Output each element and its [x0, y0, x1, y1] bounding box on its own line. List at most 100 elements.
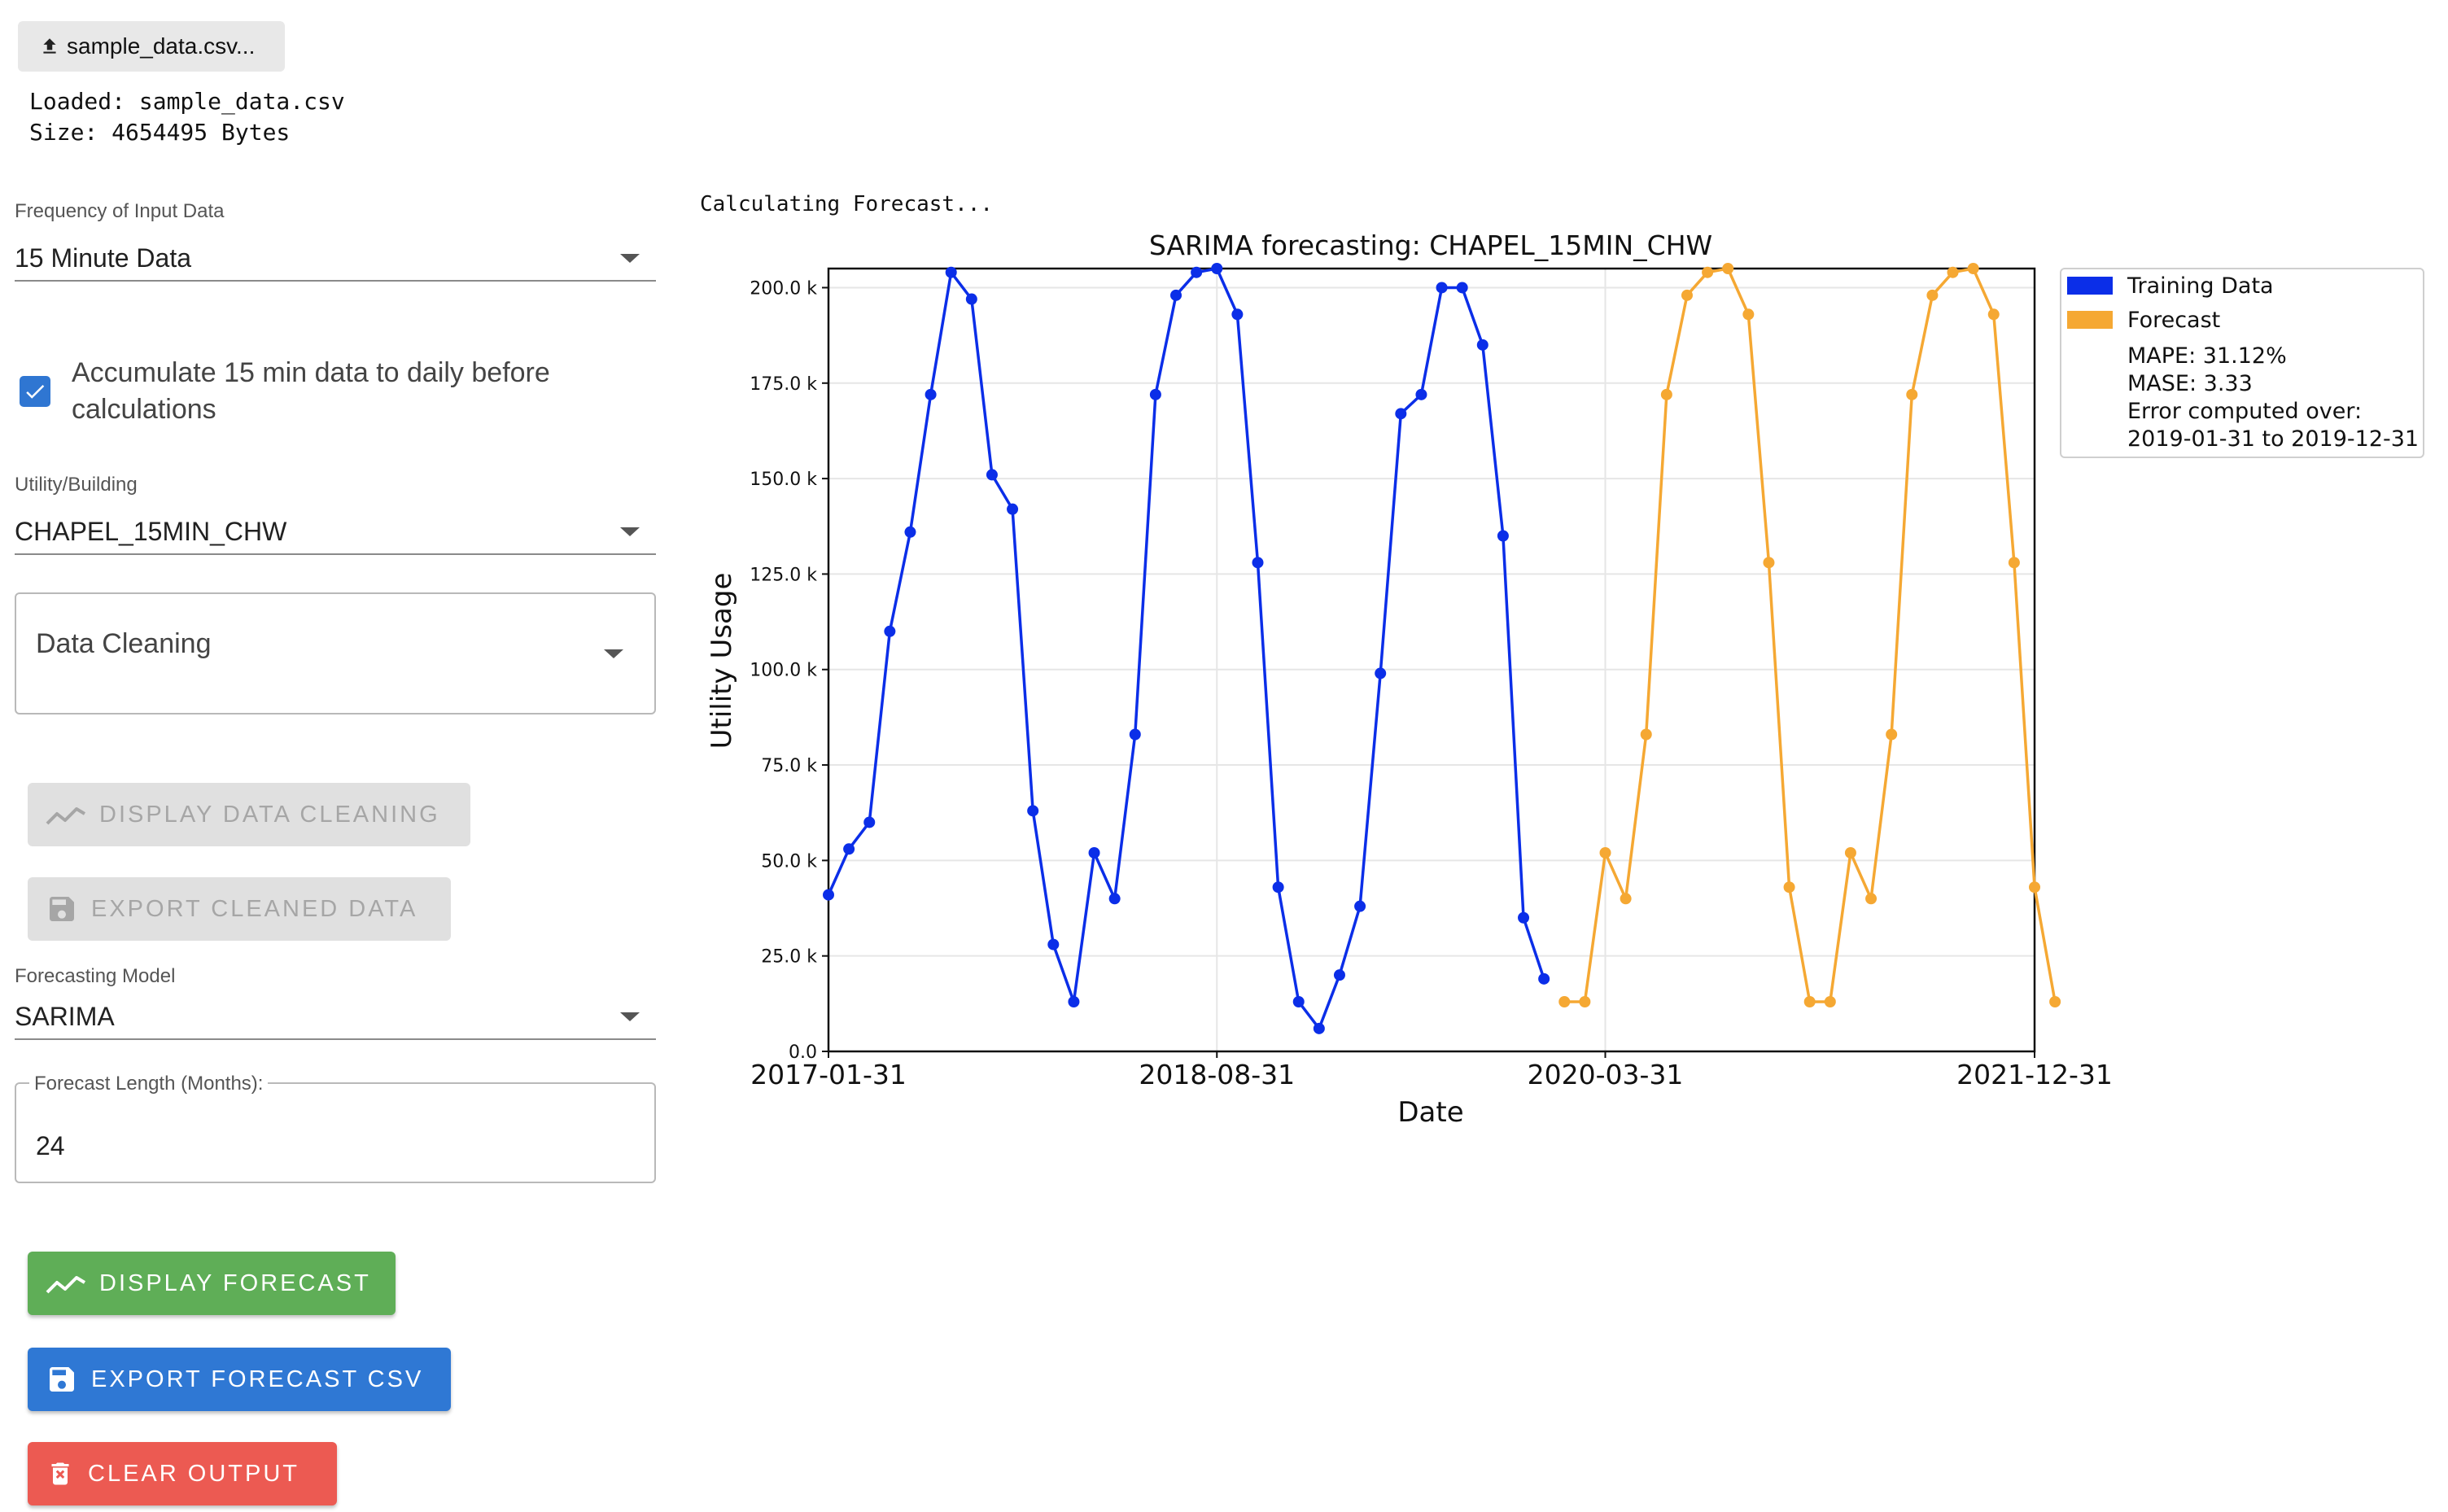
display-data-cleaning-button[interactable]: DISPLAY DATA CLEANING [28, 783, 470, 846]
checkmark-icon [26, 385, 45, 399]
data-point [1987, 308, 2000, 321]
data-point [1272, 881, 1284, 894]
frequency-value: 15 Minute Data [15, 243, 192, 273]
x-tick-label: 2021-12-31 [1956, 1059, 2113, 1090]
plot-area-frame [827, 267, 2036, 1053]
series-line [1564, 267, 2057, 1003]
data-point [925, 388, 937, 400]
upload-file-button[interactable]: sample_data.csv... [18, 21, 285, 72]
utility-select[interactable]: CHAPEL_15MIN_CHW [15, 509, 656, 555]
series-line [827, 267, 1545, 1030]
y-tick-label: 75.0 k [761, 756, 817, 776]
data-point [1579, 995, 1591, 1007]
chevron-down-icon [620, 254, 640, 263]
utility-value: CHAPEL_15MIN_CHW [15, 516, 287, 546]
data-point [1681, 289, 1693, 301]
data-point [1844, 846, 1856, 859]
display-data-cleaning-label: DISPLAY DATA CLEANING [99, 801, 440, 828]
data-point [1824, 995, 1836, 1007]
trend-line-icon [46, 1276, 86, 1294]
export-cleaned-data-label: EXPORT CLEANED DATA [91, 895, 418, 922]
data-point [1333, 969, 1345, 981]
forecast-length-input[interactable]: 24 [15, 1082, 656, 1183]
save-icon [50, 897, 74, 921]
data-point [843, 843, 855, 855]
accumulate-checkbox[interactable] [20, 376, 50, 407]
y-tick-label: 25.0 k [761, 947, 817, 968]
file-loaded-text: Loaded: sample_data.csv [29, 88, 345, 115]
file-size-text: Size: 4654495 Bytes [29, 119, 291, 146]
data-point [1047, 938, 1060, 950]
model-value: SARIMA [15, 1001, 115, 1031]
data-point [1108, 893, 1121, 905]
save-icon [50, 1367, 74, 1392]
forecast-length-value: 24 [36, 1131, 65, 1160]
y-tick-label: 175.0 k [750, 374, 817, 395]
status-text: Calculating Forecast... [700, 192, 994, 216]
legend-note: Error computed over: [2127, 399, 2362, 424]
x-tick-label: 2018-08-31 [1139, 1059, 1295, 1090]
data-point [884, 625, 896, 637]
data-point [1538, 972, 1550, 985]
data-point [1456, 282, 1468, 294]
frequency-label: Frequency of Input Data [15, 200, 225, 222]
upload-file-label: sample_data.csv... [67, 33, 256, 59]
data-cleaning-select[interactable]: Data Cleaning [15, 592, 656, 714]
data-point [1313, 1022, 1325, 1034]
data-point [823, 889, 834, 901]
data-point [1599, 846, 1611, 859]
clear-output-label: CLEAR OUTPUT [88, 1460, 299, 1487]
data-point [1231, 308, 1244, 321]
frequency-select[interactable]: 15 Minute Data [15, 236, 656, 282]
data-cleaning-value: Data Cleaning [36, 628, 212, 659]
y-tick-label: 50.0 k [761, 851, 817, 872]
data-point [1068, 995, 1080, 1007]
accumulate-label: Accumulate 15 min data to daily before c… [72, 357, 550, 425]
data-point [863, 816, 876, 828]
data-point [2049, 995, 2061, 1007]
display-forecast-button[interactable]: DISPLAY FORECAST [28, 1252, 396, 1315]
model-select[interactable]: SARIMA [15, 994, 656, 1040]
data-point [1906, 388, 1918, 400]
data-point [1947, 266, 1959, 278]
data-point [965, 293, 977, 305]
data-point [1211, 263, 1223, 274]
clear-output-button[interactable]: CLEAR OUTPUT [28, 1442, 337, 1505]
export-cleaned-data-button[interactable]: EXPORT CLEANED DATA [28, 877, 451, 941]
legend-box [2060, 268, 2424, 458]
chart-legend: Training Data Forecast MAPE: 31.12%MASE:… [2060, 268, 2424, 458]
data-point [1354, 900, 1366, 912]
data-point [1742, 308, 1755, 321]
chart-title: SARIMA forecasting: CHAPEL_15MIN_CHW [1149, 229, 1712, 261]
data-point [1722, 263, 1734, 274]
y-tick-label: 100.0 k [750, 661, 817, 681]
model-label: Forecasting Model [15, 965, 176, 987]
data-point [1252, 557, 1264, 569]
chevron-down-icon [620, 527, 640, 536]
data-point [1660, 388, 1672, 400]
data-point [1170, 289, 1182, 301]
data-point [1436, 282, 1448, 294]
data-point [1640, 728, 1652, 741]
legend-forecast-label: Forecast [2127, 308, 2220, 333]
data-point [1926, 289, 1939, 301]
export-forecast-csv-label: EXPORT FORECAST CSV [91, 1366, 424, 1392]
data-point [1395, 408, 1407, 420]
data-point [1415, 388, 1427, 400]
data-point [1027, 805, 1039, 817]
data-point [2029, 881, 2040, 894]
series-forecast [1558, 263, 2061, 1007]
data-point [1518, 911, 1530, 924]
y-tick-label: 0.0 [789, 1042, 817, 1063]
data-point [1129, 728, 1141, 741]
upload-icon [43, 38, 56, 54]
export-forecast-csv-button[interactable]: EXPORT FORECAST CSV [28, 1348, 451, 1411]
data-point [1620, 893, 1632, 905]
data-point [1292, 995, 1305, 1007]
data-point [1375, 667, 1387, 680]
data-point [1783, 881, 1795, 894]
trash-icon [51, 1462, 69, 1485]
legend-swatch-forecast [2067, 311, 2113, 329]
x-tick-label: 2020-03-31 [1528, 1059, 1684, 1090]
series-training [823, 263, 1550, 1034]
